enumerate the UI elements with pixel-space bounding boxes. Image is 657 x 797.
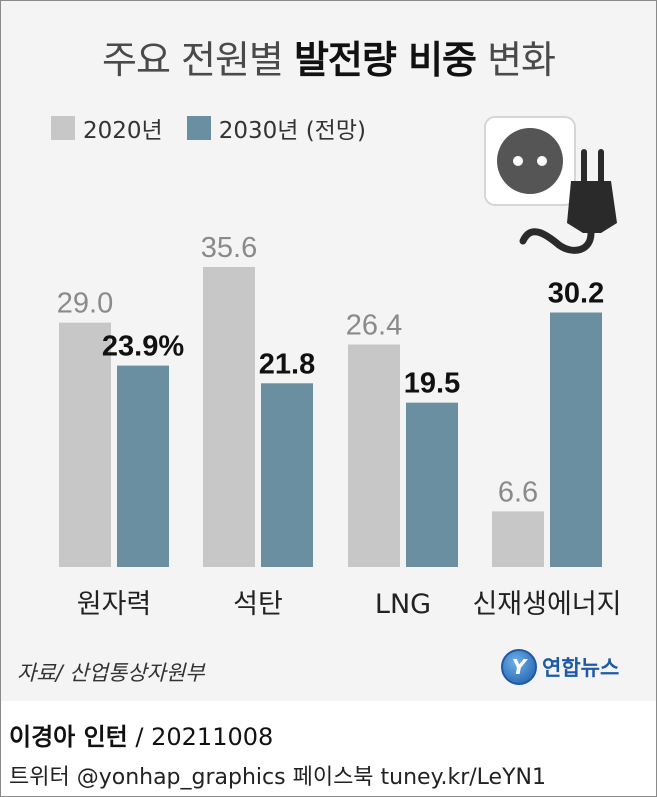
date: / 20211008 [127,723,274,751]
bar-2020-3 [348,344,400,567]
bar-2020-4 [492,511,544,567]
social-links: 트위터 @yonhap_graphics 페이스북 tuney.kr/LeYN1 [9,765,546,790]
bar-chart: 29.0 23.9% 35.6 21.8 26.419.5 6.6 30.2 원자력 석탄 LN… [57,116,622,620]
category-label-2: 석탄 [233,589,283,620]
chart-title: 주요 전원별 발전량 비중 변화 [1,29,656,84]
title-part-1: 주요 전원별 [102,38,294,82]
legend-label-2020: 2020년 [83,118,163,144]
value-label-2020-1: 29.0 [57,288,113,320]
category-label-4: 신재생에너지 [472,589,621,620]
legend: 2020년 2030년 (전망) [51,111,390,145]
title-part-2: 변화 [476,38,556,82]
bars [59,267,602,567]
bar-2030-3 [406,402,458,567]
yonhap-logo-name: 연합뉴스 [542,656,620,680]
value-label-2030-2: 21.8 [259,348,315,380]
value-label-2030-4: 30.2 [548,278,604,310]
bar-2030-2 [261,383,313,567]
legend-swatch-2020 [51,116,75,140]
title-emphasis: 발전량 비중 [293,38,477,82]
value-label-2030-3: 19.5 [404,368,460,400]
byline: 이경아 인턴 / 20211008 [9,717,273,752]
value-labels: 29.0 23.9% 35.6 21.8 26.419.5 6.6 30.2 [57,232,604,508]
source-note: 자료/ 산업통상자원부 [17,661,205,685]
power-plug-icon [484,116,617,254]
value-label-2020-4: 6.6 [498,476,538,508]
bar-2030-4 [550,312,602,567]
legend-item-2030: 2030년 (전망) [186,111,366,145]
legend-item-2020: 2020년 [51,111,163,145]
category-labels: 원자력 석탄 LNG 신재생에너지 [77,589,622,620]
value-label-2020-2: 35.6 [201,232,257,264]
bar-2020-2 [203,267,255,567]
value-label-2030-1: 23.9% [102,331,184,363]
legend-label-2030: 2030년 (전망) [218,118,366,144]
yonhap-logo-mark: Y [501,649,537,685]
bar-2020-1 [59,322,111,567]
category-label-1: 원자력 [77,589,152,620]
value-label-2020-3: 26.4 [346,310,402,342]
yonhap-logo: Y 연합뉴스 [501,649,619,685]
bar-2030-1 [117,365,169,567]
category-label-3: LNG [375,589,431,620]
legend-swatch-2030 [186,116,211,140]
author: 이경아 인턴 [9,723,128,751]
